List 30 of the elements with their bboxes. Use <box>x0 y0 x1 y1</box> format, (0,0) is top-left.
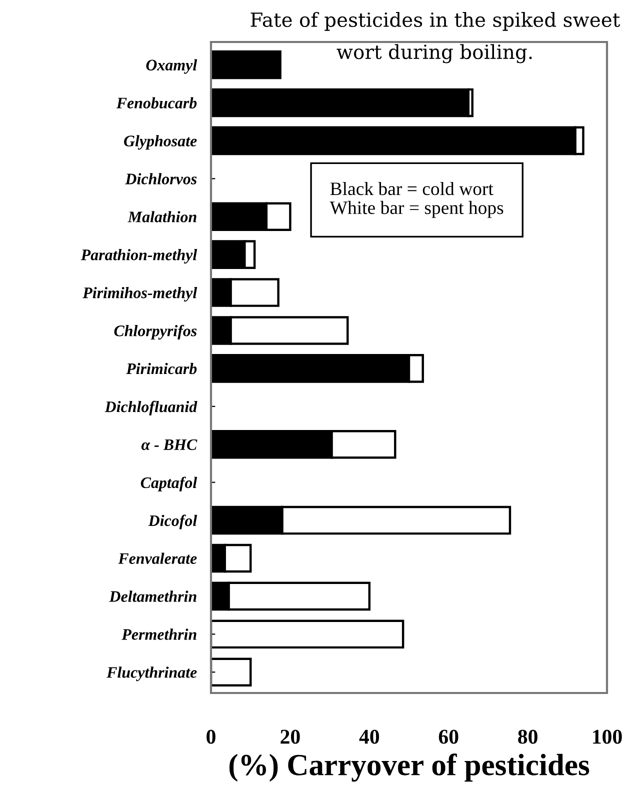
y-tick-label: Chlorpyrifos <box>114 324 197 340</box>
y-tick-label: Pirimihos-methyl <box>82 286 198 302</box>
bar <box>211 620 404 649</box>
y-tick-label: Glyphosate <box>124 135 197 150</box>
y-tick-label: Parathion-methyl <box>80 249 198 264</box>
y-tick-label: Deltamethrin <box>109 590 196 602</box>
bar <box>211 658 252 687</box>
y-tick-label: Fenvalerate <box>118 552 197 564</box>
x-axis-title: (%) Carryover of pesticides <box>229 754 590 782</box>
y-tick-label: Flucythrinate <box>106 666 197 682</box>
y-tick-label: Oxamyl <box>146 59 198 74</box>
x-tick-label: 40 <box>359 730 380 744</box>
y-tick-label: Fenobucarb <box>116 97 197 108</box>
y-tick-label: Captafol <box>140 476 198 492</box>
x-tick-label: 0 <box>206 730 216 744</box>
x-tick-label: 100 <box>593 730 622 744</box>
x-tick-label: 80 <box>518 730 538 744</box>
y-tick-label: Dichlofluanid <box>104 400 198 416</box>
bar <box>211 88 470 118</box>
y-tick-label: Dichlorvos <box>125 173 197 184</box>
y-tick-label: Malathion <box>128 211 196 222</box>
bar <box>211 50 282 80</box>
y-tick-label: Pirimicarb <box>126 362 197 374</box>
y-tick-label: Dicofol <box>148 514 198 530</box>
x-tick-label: 60 <box>438 730 458 744</box>
chart-title: Fate of pesticides in the spiked sweet wort during boiling. <box>250 12 620 64</box>
x-tick-label: 20 <box>280 730 300 744</box>
y-tick-label: α - BHC <box>141 439 198 450</box>
annotation: Black bar = cold wort White bar = spent hops <box>330 182 504 218</box>
y-tick-label: Permethrin <box>122 628 196 640</box>
